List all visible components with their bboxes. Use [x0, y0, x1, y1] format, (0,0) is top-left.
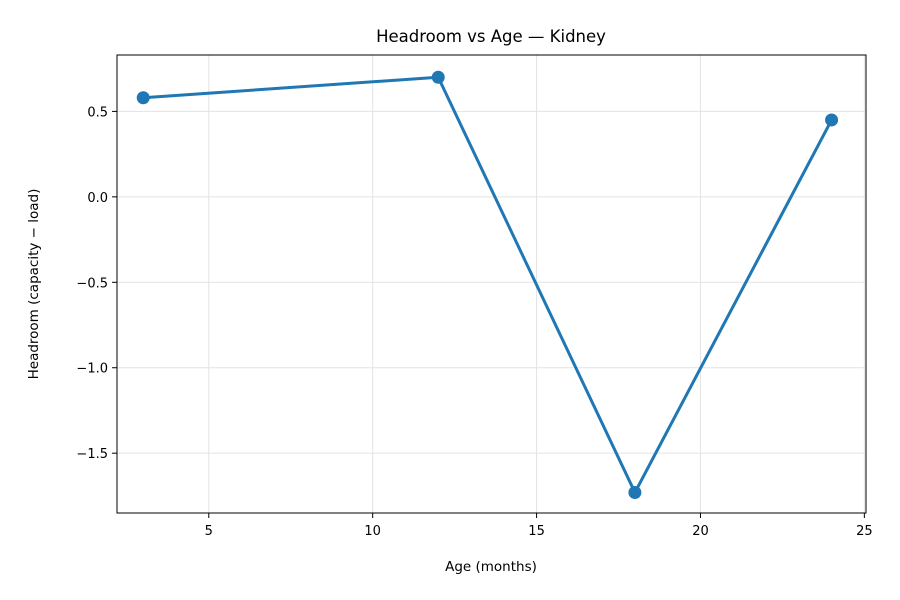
x-tick-label: 20 — [692, 524, 709, 539]
plot-frame — [116, 54, 867, 514]
grid-lines — [117, 55, 866, 513]
chart-title: Headroom vs Age — Kidney — [376, 27, 606, 46]
x-tick-label: 15 — [528, 524, 545, 539]
y-tick-label: 0.5 — [87, 105, 108, 120]
x-axis-label: Age (months) — [445, 559, 537, 575]
x-tick-label: 10 — [364, 524, 381, 539]
data-point — [825, 113, 839, 127]
x-tick-label: 5 — [205, 524, 213, 539]
data-point — [628, 485, 642, 499]
y-axis-label: Headroom (capacity − load) — [26, 189, 42, 380]
data-point — [431, 70, 445, 84]
y-tick-label: −1.0 — [76, 362, 108, 377]
y-tick-label: −1.5 — [76, 447, 108, 462]
data-series — [136, 70, 839, 499]
y-tick-label: 0.0 — [87, 191, 108, 206]
x-tick-label: 25 — [856, 524, 873, 539]
axis-ticks: 5 10 15 20 25 0.5 0.0 −0.5 −1.0 −1.5 — [76, 105, 872, 539]
series-line — [141, 75, 834, 494]
data-point — [136, 91, 150, 105]
y-tick-label: −0.5 — [76, 276, 108, 291]
